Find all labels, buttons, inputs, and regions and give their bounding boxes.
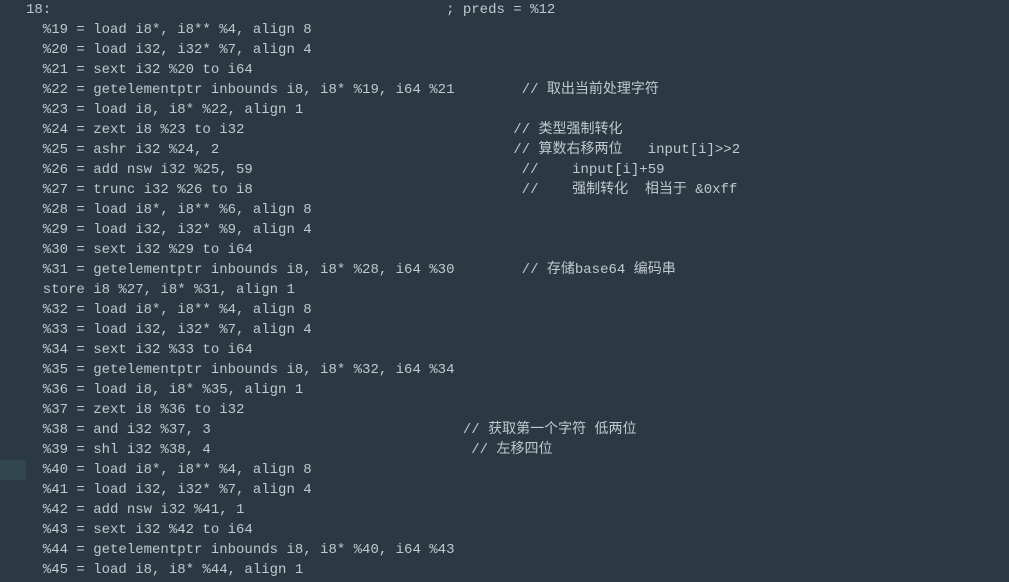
code-line[interactable]: %19 = load i8*, i8** %4, align 8 bbox=[26, 20, 1009, 40]
code-line[interactable]: %32 = load i8*, i8** %4, align 8 bbox=[26, 300, 1009, 320]
code-line[interactable]: %28 = load i8*, i8** %6, align 8 bbox=[26, 200, 1009, 220]
code-line[interactable]: store i8 %27, i8* %31, align 1 bbox=[26, 280, 1009, 300]
code-line[interactable]: %21 = sext i32 %20 to i64 bbox=[26, 60, 1009, 80]
code-line[interactable]: %43 = sext i32 %42 to i64 bbox=[26, 520, 1009, 540]
code-line[interactable]: %36 = load i8, i8* %35, align 1 bbox=[26, 380, 1009, 400]
editor-gutter bbox=[0, 0, 26, 582]
code-line[interactable]: %37 = zext i8 %36 to i32 bbox=[26, 400, 1009, 420]
code-line[interactable]: %39 = shl i32 %38, 4 // 左移四位 bbox=[26, 440, 1009, 460]
code-line[interactable]: %30 = sext i32 %29 to i64 bbox=[26, 240, 1009, 260]
code-line[interactable]: %33 = load i32, i32* %7, align 4 bbox=[26, 320, 1009, 340]
code-line[interactable]: %27 = trunc i32 %26 to i8 // 强制转化 相当于 &0… bbox=[26, 180, 1009, 200]
code-line[interactable]: %45 = load i8, i8* %44, align 1 bbox=[26, 560, 1009, 580]
code-line[interactable]: %38 = and i32 %37, 3 // 获取第一个字符 低两位 bbox=[26, 420, 1009, 440]
code-line[interactable]: %29 = load i32, i32* %9, align 4 bbox=[26, 220, 1009, 240]
code-editor[interactable]: 18: ; preds = %12 %19 = load i8*, i8** %… bbox=[0, 0, 1009, 582]
code-line[interactable]: %24 = zext i8 %23 to i32 // 类型强制转化 bbox=[26, 120, 1009, 140]
code-line[interactable]: %31 = getelementptr inbounds i8, i8* %28… bbox=[26, 260, 1009, 280]
code-line[interactable]: %23 = load i8, i8* %22, align 1 bbox=[26, 100, 1009, 120]
code-line[interactable]: %20 = load i32, i32* %7, align 4 bbox=[26, 40, 1009, 60]
code-line[interactable]: %40 = load i8*, i8** %4, align 8 bbox=[26, 460, 1009, 480]
code-area[interactable]: 18: ; preds = %12 %19 = load i8*, i8** %… bbox=[26, 0, 1009, 582]
code-line[interactable]: 18: ; preds = %12 bbox=[26, 0, 1009, 20]
code-line[interactable]: %34 = sext i32 %33 to i64 bbox=[26, 340, 1009, 360]
code-line[interactable]: %26 = add nsw i32 %25, 59 // input[i]+59 bbox=[26, 160, 1009, 180]
code-line[interactable]: %44 = getelementptr inbounds i8, i8* %40… bbox=[26, 540, 1009, 560]
code-line[interactable]: %22 = getelementptr inbounds i8, i8* %19… bbox=[26, 80, 1009, 100]
code-line[interactable]: %25 = ashr i32 %24, 2 // 算数右移两位 input[i]… bbox=[26, 140, 1009, 160]
code-line[interactable]: %41 = load i32, i32* %7, align 4 bbox=[26, 480, 1009, 500]
current-line-indicator bbox=[0, 460, 26, 480]
code-line[interactable]: %35 = getelementptr inbounds i8, i8* %32… bbox=[26, 360, 1009, 380]
code-line[interactable]: %42 = add nsw i32 %41, 1 bbox=[26, 500, 1009, 520]
